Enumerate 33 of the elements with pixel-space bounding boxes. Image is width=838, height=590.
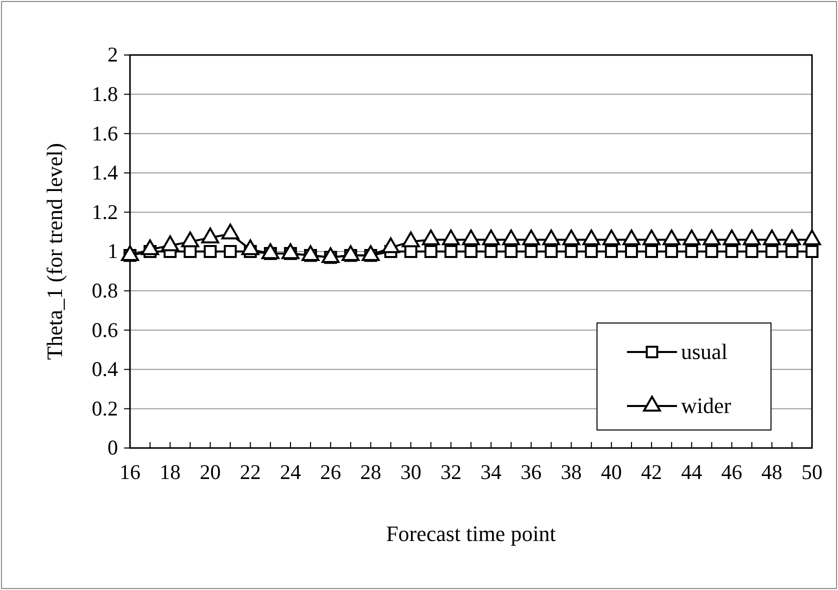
y-tick-label: 0.2 [92,396,118,420]
x-axis-title: Forecast time point [386,521,556,546]
x-tick-label: 16 [120,460,140,484]
x-tick-label: 20 [200,460,221,484]
x-tick-label: 46 [721,460,742,484]
x-tick-label: 24 [280,460,302,484]
y-tick-label: 1.2 [92,200,118,224]
x-tick-label: 18 [160,460,181,484]
y-tick-label: 1 [108,239,118,264]
x-tick-label: 26 [320,460,342,484]
y-axis-title: Theta_1 (for trend level) [42,143,67,360]
y-tick-label: 0.8 [92,278,118,303]
x-tick-label: 38 [560,460,582,484]
x-tick-label: 50 [802,460,822,484]
x-tick-label: 44 [681,460,703,484]
y-tick-label: 0.4 [92,357,118,382]
x-tick-label: 42 [641,460,662,484]
legend-label: usual [681,339,728,364]
y-tick-label: 1.8 [92,82,118,106]
y-tick-label: 2 [108,42,118,67]
y-tick-label: 0.6 [92,318,118,342]
x-tick-label: 36 [520,460,542,484]
legend-label: wider [681,393,732,418]
y-tick-label: 0 [108,436,118,460]
x-tick-label: 28 [360,460,382,484]
x-tick-label: 40 [600,460,622,484]
y-tick-label: 1.6 [92,121,118,146]
x-tick-label: 48 [761,460,782,484]
x-tick-label: 32 [440,460,462,484]
x-tick-label: 34 [480,460,502,484]
y-tick-label: 1.4 [92,160,118,185]
x-tick-label: 30 [400,460,422,484]
x-tick-label: 22 [240,460,261,484]
